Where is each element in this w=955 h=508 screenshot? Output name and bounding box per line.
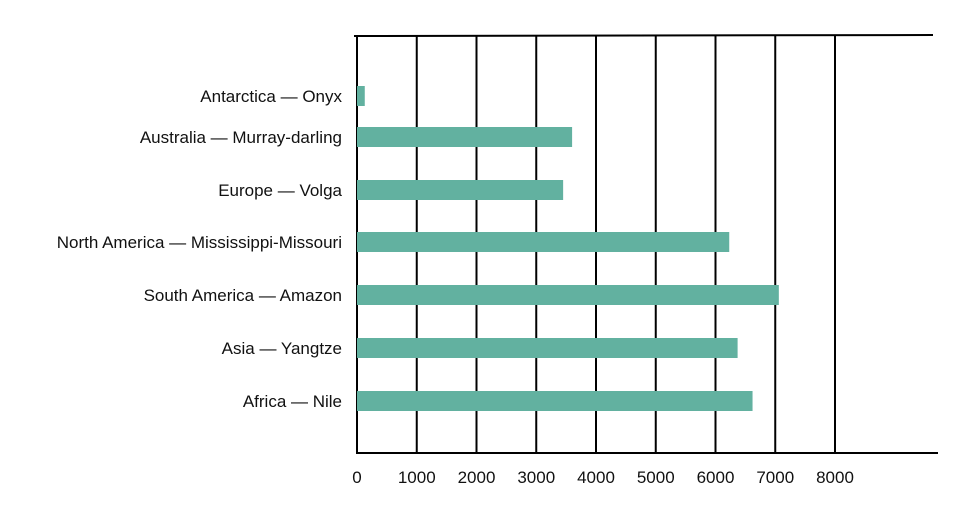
category-label: Africa — Nile [243, 392, 342, 411]
bar-layer [357, 86, 779, 411]
x-tick-label: 6000 [697, 468, 735, 487]
bar-3 [357, 232, 730, 252]
x-tick-label: 8000 [816, 468, 854, 487]
x-tick-label: 7000 [756, 468, 794, 487]
top-axis-line [353, 34, 934, 37]
bar-1 [357, 127, 573, 147]
category-label-layer: Antarctica — Onyx Australia — Murray-darl… [57, 87, 343, 411]
bar-6 [357, 391, 753, 411]
x-tick-label: 4000 [577, 468, 615, 487]
category-label: Australia — Murray-darling [140, 128, 342, 147]
bar-0 [357, 86, 365, 106]
category-label: South America — Amazon [144, 286, 342, 305]
category-label: North America — Mississippi-Missouri [57, 233, 342, 252]
bar-2 [357, 180, 564, 200]
category-label: Asia — Yangtze [222, 339, 342, 358]
bar-4 [357, 285, 779, 305]
x-tick-label: 5000 [637, 468, 675, 487]
bar-5 [357, 338, 738, 358]
x-tick-label: 0 [352, 468, 361, 487]
tick-label-layer: 0 1000 2000 3000 4000 5000 6000 7000 8000 [352, 468, 854, 487]
x-tick-label: 2000 [458, 468, 496, 487]
category-label: Antarctica — Onyx [200, 87, 342, 106]
category-label: Europe — Volga [218, 181, 342, 200]
x-tick-label: 1000 [398, 468, 436, 487]
x-tick-label: 3000 [517, 468, 555, 487]
